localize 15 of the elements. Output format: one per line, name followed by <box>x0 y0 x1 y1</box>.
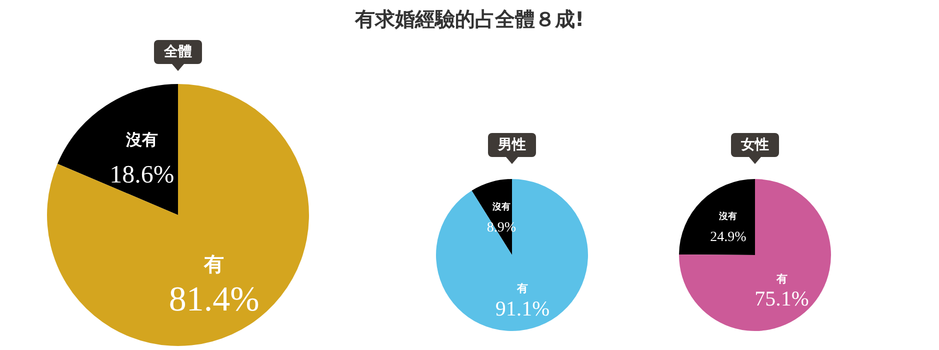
slice-label: 沒有 <box>718 210 738 222</box>
text: 有求婚經驗的占全體８成! <box>354 6 586 33</box>
chart-title: 全體 <box>154 40 202 64</box>
slice-label: 有 <box>516 282 528 296</box>
data-label: 75.1% <box>754 286 809 311</box>
chart-title: 男性 <box>488 133 536 157</box>
data-label: 91.1% <box>495 296 550 320</box>
chart-title: 女性 <box>731 133 779 157</box>
data-label: 81.4% <box>168 279 260 318</box>
data-label: 18.6% <box>110 162 174 189</box>
slice-label: 沒有 <box>124 130 158 149</box>
slice-label: 有 <box>203 252 224 276</box>
data-label: 24.9% <box>710 230 747 245</box>
slice-label: 沒有 <box>492 201 511 212</box>
slice-label: 有 <box>775 272 788 286</box>
